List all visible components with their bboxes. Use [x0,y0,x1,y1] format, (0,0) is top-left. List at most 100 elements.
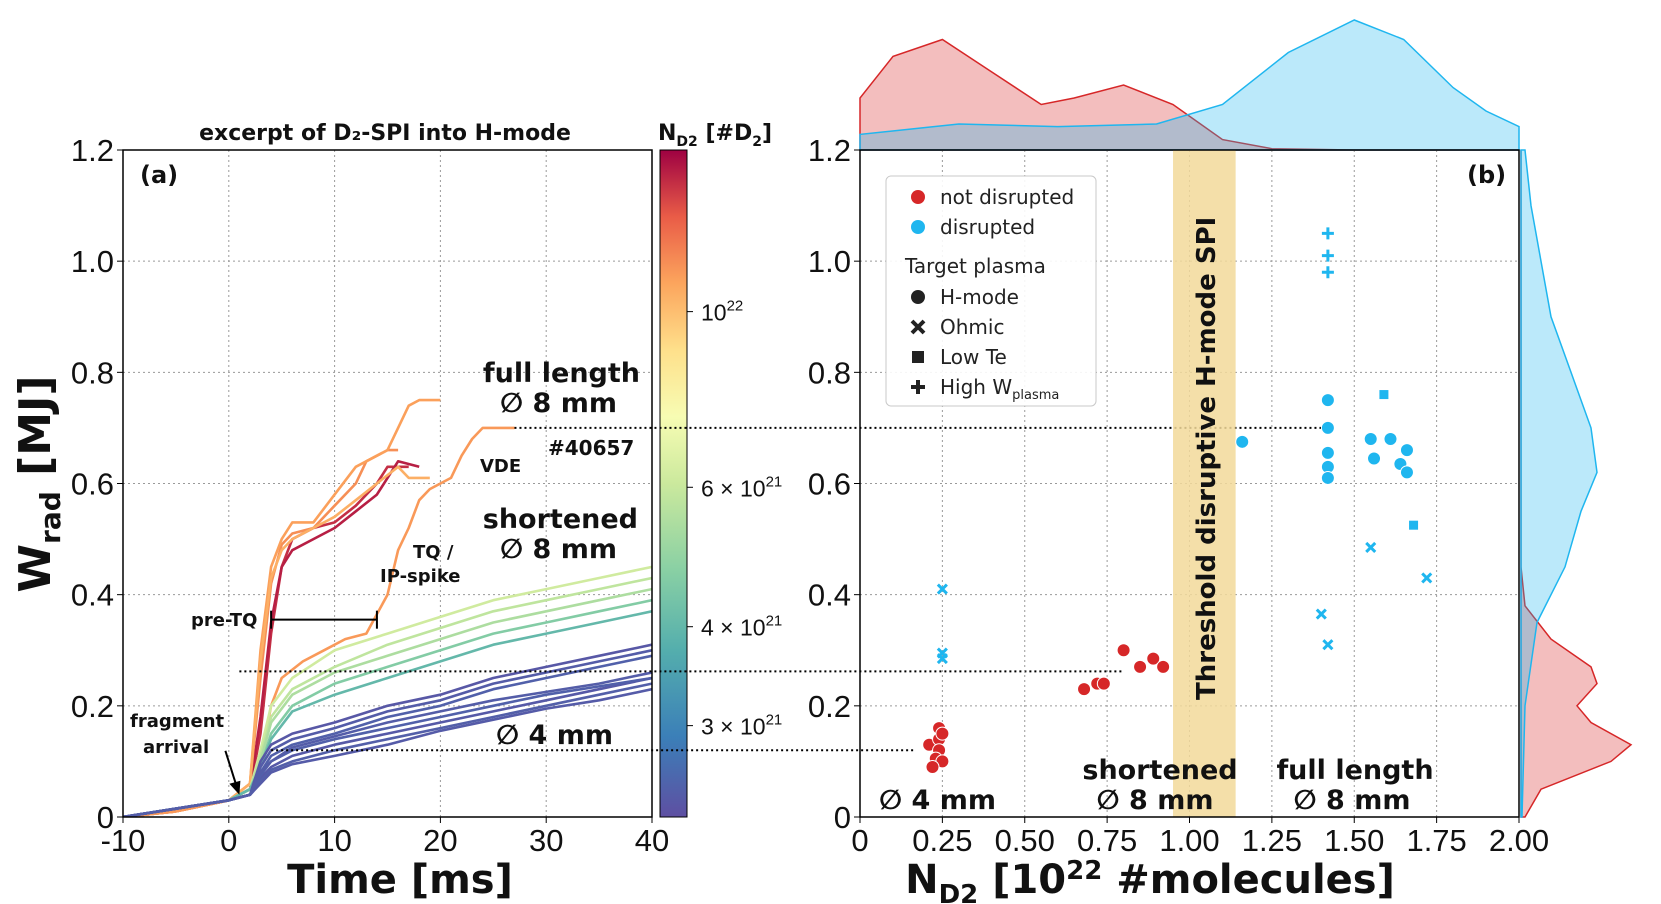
panel-b: 0 0.25 0.50 0.75 1.00 1.25 1.50 1.75 2.00 0 0.2 0.4… [808,19,1633,904]
x-tick-label: 1.00 [1159,823,1219,858]
panel-b-ticks: 0 0.25 0.50 0.75 1.00 1.25 1.50 1.75 2.00 0 0.2 0.4… [808,133,1549,858]
x-tick-label: -10 [101,823,146,858]
threshold-label: Threshold disruptive H-mode SPI [1192,217,1222,700]
data-point [1077,682,1092,697]
y-tick-label: 0.2 [71,689,114,724]
x-tick-label: 1.25 [1242,823,1302,858]
data-point [1116,643,1131,658]
threshold-band [1173,150,1236,817]
legend-box [885,175,1097,407]
legend-ohmic: Ohmic [940,315,1004,339]
panel-b-label: (b) [1467,161,1506,189]
data-point [1320,393,1335,408]
legend-hmode: H-mode [940,285,1019,309]
data-point [1320,445,1335,460]
data-point [1320,420,1335,435]
data-point [1315,608,1327,620]
annot-a-full-length-dia: ∅ 8 mm [500,388,617,419]
colorbar-tick-label: 4 × 1021 [701,613,782,641]
x-tick-label: 1.75 [1406,823,1466,858]
panel-a-ylabel: Wrad [MJ] [10,376,67,593]
legend-lowte: Low Te [940,345,1007,369]
x-tick-label: 0.75 [1077,823,1137,858]
colorbar [659,149,688,818]
data-point [925,759,940,774]
data-point [936,653,948,665]
annot-a-ipspike: IP-spike [380,566,461,587]
annot-a-arrival: arrival [143,737,209,758]
x-tick-label: 10 [317,823,351,858]
legend-disrupted: disrupted [940,215,1035,239]
y-tick-label: 0.6 [808,467,851,502]
y-tick-label: 0.8 [808,355,851,390]
annot-a-vde: VDE [480,456,521,477]
fragment-arrow-head [229,780,241,795]
x-tick-label: 1.50 [1324,823,1384,858]
data-point [1367,451,1382,466]
annot-b-shortened-dia: ∅ 8 mm [1097,785,1214,816]
colorbar-ticks: 3 × 1021 4 × 1021 6 × 1021 1022 [687,298,782,740]
data-point [1399,465,1414,480]
threshold-band-rect [1173,150,1236,817]
annot-b-4mm: ∅ 4 mm [879,785,996,816]
series-line [123,671,652,817]
data-point [1409,520,1419,530]
legend-marker-highw [911,380,925,394]
marginal-x-disrupted [859,19,1520,151]
x-tick-label: 20 [423,823,457,858]
y-tick-label: 1.0 [808,244,851,279]
annot-a-shortened: shortened [483,504,638,535]
pretq-bracket [270,610,378,629]
fragment-arrow [224,750,241,795]
annot-b-full-length-dia: ∅ 8 mm [1294,785,1411,816]
colorbar-tick-label: 3 × 1021 [701,712,782,740]
y-tick-label: 0 [834,800,851,835]
data-point [936,583,948,595]
panel-a-label: (a) [140,161,178,189]
panel-b-xlabel: ND2 [1022 #molecules] [905,856,1395,904]
x-tick-label: 0 [220,823,237,858]
legend-highw: High Wplasma [940,375,1059,403]
annot-a-pretq: pre-TQ [191,610,257,631]
data-point [1421,572,1433,584]
annot-b-shortened: shortened [1082,755,1237,786]
x-tick-label: 30 [529,823,563,858]
connector-lines [239,426,1328,752]
annot-a-fragment: fragment [130,711,225,732]
data-point [1399,443,1414,458]
data-point [1320,470,1335,485]
data-point [1363,432,1378,447]
x-tick-label: 0.25 [912,823,972,858]
marginal-y-disrupted [1520,149,1598,818]
colorbar-title: ND2 [#D2] [658,121,772,150]
panel-a-xlabel: Time [ms] [287,857,513,903]
y-tick-label: 1.0 [71,244,114,279]
series-line [123,610,652,817]
legend-marker-hmode [911,290,925,304]
data-point [1321,266,1334,279]
annot-a-shot: #40657 [548,436,634,460]
colorbar-tick-label: 6 × 1021 [701,473,782,501]
data-point [1235,434,1250,449]
series-line [123,565,652,817]
y-tick-label: 0.8 [71,355,114,390]
y-tick-label: 0 [97,800,114,835]
data-point [1146,651,1161,666]
y-tick-label: 0.6 [71,467,114,502]
x-tick-label: 2.00 [1489,823,1549,858]
x-tick-label: 40 [635,823,669,858]
data-point [1365,541,1377,553]
data-point [1096,676,1111,691]
y-tick-label: 1.2 [71,133,114,168]
series-line [123,465,430,817]
y-tick-label: 0.4 [808,578,851,613]
data-point [1133,659,1148,674]
data-point [1383,432,1398,447]
data-point [1322,639,1334,651]
legend-marker-disrupted [911,220,925,234]
panel-a-lines [123,398,652,817]
annot-a-shortened-dia: ∅ 8 mm [500,534,617,565]
data-point [1379,390,1389,400]
